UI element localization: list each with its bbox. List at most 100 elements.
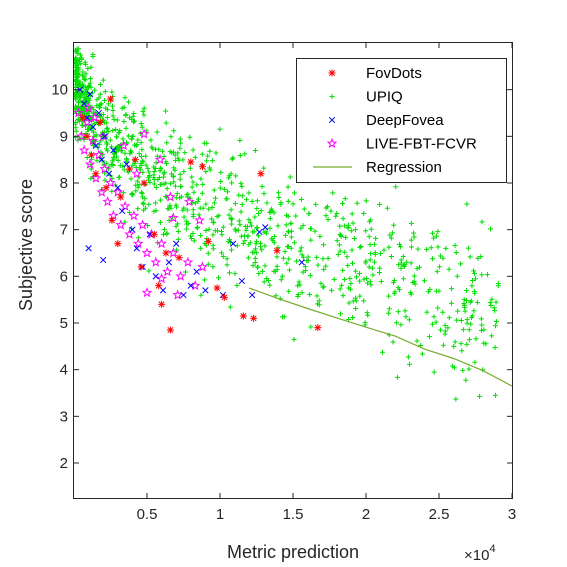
upiq-point [128, 176, 134, 182]
upiq-point [187, 134, 193, 140]
upiq-point [227, 304, 233, 310]
upiq-point [94, 103, 100, 109]
upiq-point [472, 359, 478, 365]
deepfovea-point [133, 245, 140, 252]
upiq-point [285, 213, 291, 219]
upiq-point [113, 126, 119, 132]
upiq-point [110, 128, 116, 134]
live-fbt-fcvr-point [87, 135, 99, 146]
upiq-point [226, 212, 232, 218]
upiq-point [466, 337, 472, 343]
upiq-point [345, 224, 351, 230]
upiq-point [436, 288, 442, 294]
upiq-point [408, 244, 414, 250]
upiq-point [219, 250, 225, 256]
upiq-point [242, 151, 248, 157]
upiq-point [400, 276, 406, 282]
live-fbt-fcvr-point [93, 149, 105, 160]
upiq-point [435, 305, 441, 311]
upiq-point [442, 322, 448, 328]
upiq-point [481, 340, 487, 346]
upiq-point [79, 122, 85, 128]
upiq-point [317, 233, 323, 239]
upiq-point [368, 282, 374, 288]
upiq-point [297, 248, 303, 254]
upiq-point [394, 374, 400, 380]
upiq-point [146, 201, 152, 207]
upiq-point [121, 104, 127, 110]
upiq-point [493, 299, 499, 305]
upiq-point [168, 205, 174, 211]
upiq-point [340, 200, 346, 206]
live-fbt-fcvr-point [197, 261, 208, 272]
upiq-point [240, 241, 246, 247]
live-fbt-fcvr-point [168, 212, 179, 223]
upiq-point [452, 242, 458, 248]
upiq-point [80, 89, 86, 95]
upiq-point [443, 245, 449, 251]
fovdots-point [155, 282, 163, 290]
live-fbt-fcvr-point [168, 247, 179, 258]
upiq-point [213, 150, 219, 156]
upiq-point [387, 232, 393, 238]
live-fbt-fcvr-point [194, 214, 205, 225]
deepfovea-point [129, 226, 136, 233]
y-tick-label: 6 [60, 268, 68, 285]
live-fbt-fcvr-point [89, 112, 100, 123]
upiq-point [245, 233, 251, 239]
upiq-point [106, 164, 112, 170]
upiq-point [203, 201, 209, 207]
y-tick-label: 7 [60, 222, 68, 239]
upiq-point [190, 207, 196, 213]
upiq-point [378, 279, 384, 285]
upiq-point [190, 214, 196, 220]
upiq-point [73, 93, 79, 99]
upiq-point [337, 248, 343, 254]
upiq-point [161, 181, 167, 187]
upiq-point [245, 255, 251, 261]
upiq-point [135, 206, 141, 212]
upiq-point [419, 351, 425, 357]
upiq-point [397, 241, 403, 247]
fovdots-point [92, 170, 100, 178]
upiq-point [88, 64, 94, 70]
legend-item: FovDots [328, 65, 422, 82]
upiq-point [171, 149, 177, 155]
upiq-point [194, 182, 200, 188]
live-fbt-fcvr-point [115, 219, 126, 230]
upiq-point [380, 349, 386, 355]
upiq-point [350, 298, 356, 304]
upiq-point [271, 210, 277, 216]
upiq-point [367, 278, 373, 284]
upiq-point [463, 377, 469, 383]
upiq-point [269, 236, 275, 242]
fovdots-point [198, 163, 206, 171]
upiq-point [252, 147, 258, 153]
upiq-point [353, 295, 359, 301]
upiq-point [249, 223, 255, 229]
upiq-point [152, 146, 158, 152]
fovdots-point [96, 118, 104, 126]
live-fbt-fcvr-point [118, 140, 129, 151]
upiq-point [177, 176, 183, 182]
upiq-point [433, 319, 439, 325]
upiq-point [104, 125, 110, 131]
upiq-point [285, 244, 291, 250]
upiq-point [431, 235, 437, 241]
upiq-point [164, 161, 170, 167]
upiq-point [75, 64, 81, 70]
upiq-point [291, 336, 297, 342]
upiq-point [197, 205, 203, 211]
upiq-point [181, 169, 187, 175]
upiq-point [430, 256, 436, 262]
upiq-point [210, 264, 216, 270]
upiq-point [291, 240, 297, 246]
x-axis: 0.5 1 1.5 2 2.5 3 [137, 43, 516, 523]
upiq-point [97, 91, 103, 97]
upiq-point [435, 244, 441, 250]
upiq-point [182, 269, 188, 275]
upiq-point [129, 116, 135, 122]
deepfovea-point [110, 147, 117, 154]
upiq-point [173, 202, 179, 208]
